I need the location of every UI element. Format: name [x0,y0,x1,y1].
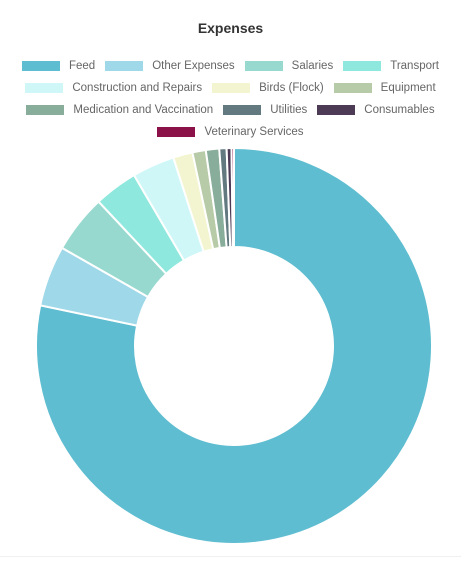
legend-item[interactable]: Construction and Repairs [25,82,202,94]
chart-legend: Feed Other Expenses Salaries Transport Const… [0,55,461,143]
legend-swatch [25,83,64,93]
legend-label: Transport [390,60,440,72]
legend-item[interactable]: Other Expenses [105,60,235,72]
legend-swatch [212,83,251,93]
legend-label: Other Expenses [152,60,235,72]
legend-swatch [317,105,356,115]
legend-row: Veterinary Services [0,121,461,143]
chart-title: Expenses [197,20,264,36]
legend-label: Salaries [291,60,334,72]
legend-swatch [244,61,283,71]
legend-item[interactable]: Feed [21,60,96,72]
legend-label: Medication and Vaccination [73,104,214,116]
legend-swatch [26,105,65,115]
legend-item[interactable]: Equipment [333,82,436,94]
legend-label: Birds (Flock) [259,82,324,94]
legend-item[interactable]: Utilities [223,104,307,116]
legend-row: Feed Other Expenses Salaries Transport [0,55,461,77]
legend-item[interactable]: Salaries [244,60,334,72]
legend-label: Construction and Repairs [72,82,203,94]
legend-row: Construction and Repairs Birds (Flock) Equ… [0,77,461,99]
donut-slice[interactable] [230,146,235,249]
legend-label: Consumables [364,104,435,116]
legend-swatch [333,83,372,93]
legend-label: Veterinary Services [204,126,304,138]
legend-swatch [21,61,60,71]
legend-row: Medication and Vaccination Utilities Consu… [0,99,461,121]
card-bottom-divider [0,556,461,557]
legend-swatch [105,61,144,71]
legend-swatch [157,127,196,137]
donut-slice[interactable] [35,146,433,545]
legend-item[interactable]: Transport [343,60,439,72]
legend-label: Equipment [380,82,436,94]
legend-label: Feed [68,60,96,72]
legend-swatch [223,105,262,115]
legend-swatch [343,61,382,71]
legend-item[interactable]: Consumables [317,104,435,116]
legend-item[interactable]: Birds (Flock) [212,82,324,94]
legend-label: Utilities [270,104,308,116]
legend-item[interactable]: Veterinary Services [157,126,304,138]
legend-item[interactable]: Medication and Vaccination [26,104,213,116]
